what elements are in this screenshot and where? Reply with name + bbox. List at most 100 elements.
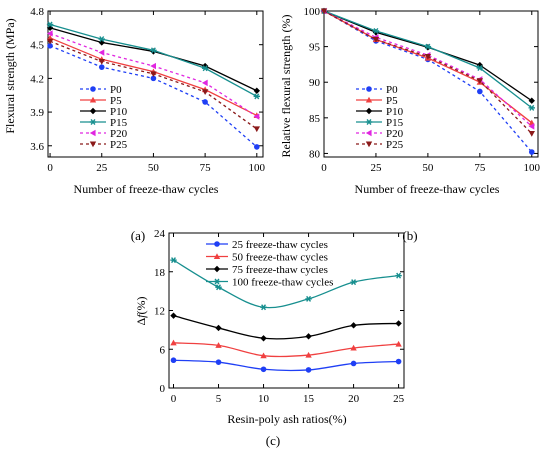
series-line-3 [173, 259, 399, 309]
data-point [528, 130, 535, 137]
star-marker-d2 [254, 93, 260, 100]
legend-label: P15 [386, 117, 404, 129]
data-point [350, 279, 357, 286]
legend-marker [89, 141, 97, 148]
data-point [350, 322, 357, 329]
x-axis-label: Number of freeze-thaw cycles [74, 182, 219, 196]
x-tick-label: 15 [303, 393, 315, 405]
data-point [395, 272, 402, 279]
data-point [424, 54, 432, 60]
data-point [201, 65, 209, 72]
data-point [215, 342, 222, 348]
series-line-0 [173, 359, 399, 372]
data-point [253, 144, 260, 150]
star-marker-d2 [366, 119, 372, 125]
legend-label: P0 [110, 84, 122, 96]
data-point [215, 284, 222, 291]
legend-label: P15 [110, 117, 128, 129]
data-point [201, 62, 209, 70]
plot-frame [47, 10, 264, 158]
series-line-2 [49, 27, 258, 92]
star-marker-d2 [90, 119, 96, 125]
data-point [372, 27, 380, 34]
data-point [424, 43, 432, 50]
y-tick-label: 4.5 [30, 40, 44, 52]
series-line-4 [323, 10, 533, 127]
star-marker-d2 [214, 278, 220, 285]
panel-label: (b) [402, 228, 417, 243]
star-marker-d2 [171, 257, 176, 264]
legend-marker [89, 107, 97, 115]
legend-label: P10 [110, 106, 128, 118]
data-point [98, 36, 105, 43]
x-tick-label: 10 [258, 393, 270, 405]
data-point [98, 49, 105, 56]
data-point [253, 113, 260, 120]
data-point [201, 79, 208, 87]
data-point [215, 324, 222, 332]
data-point [260, 304, 267, 311]
y-axis-label-unit: (%) [134, 296, 148, 314]
star-marker-d2 [425, 43, 431, 50]
legend-marker [365, 141, 373, 148]
data-point [170, 357, 177, 364]
data-point [528, 149, 535, 155]
star-marker-d2 [529, 104, 535, 111]
star-marker-d2 [216, 284, 222, 291]
legend-marker [89, 129, 96, 137]
data-point [253, 87, 260, 94]
legend-marker [213, 278, 221, 285]
data-point [260, 335, 267, 342]
legend-marker [365, 107, 373, 115]
x-axis-label: Resin-poly ash ratios(%) [227, 412, 346, 426]
legend-label: P10 [386, 106, 404, 118]
data-point [170, 339, 177, 346]
y-tick-label: 3.9 [30, 107, 44, 119]
panel-label: (a) [131, 228, 145, 243]
star-marker-d2 [99, 36, 105, 43]
y-axis-label: Flexural strength (MPa) [3, 18, 17, 133]
legend-marker [366, 86, 372, 92]
series-line-2 [173, 315, 399, 340]
star-marker-d2 [202, 65, 208, 72]
series-line-3 [49, 23, 258, 97]
x-tick-label: 25 [370, 162, 382, 174]
legend-marker [89, 96, 97, 103]
star-marker-d2 [477, 64, 483, 71]
y-axis-label: Δf(%) [134, 296, 148, 325]
data-point [170, 312, 177, 319]
data-point [150, 75, 157, 82]
x-axis-label: Number of freeze-thaw cycles [355, 182, 500, 196]
data-point [305, 333, 312, 340]
legend-label: 75 freeze-thaw cycles [232, 264, 328, 276]
legend-marker [90, 86, 96, 92]
y-tick-label: 90 [309, 77, 321, 89]
y-tick-label: 12 [154, 306, 165, 318]
x-tick-label: 0 [47, 162, 53, 174]
data-point [395, 358, 402, 365]
data-point [46, 38, 54, 45]
series-line-0 [323, 10, 533, 153]
data-point [170, 257, 177, 264]
data-point [215, 359, 222, 365]
data-point [528, 123, 535, 130]
x-tick-label: 25 [393, 393, 405, 405]
y-axis-label-main: Δ [134, 318, 148, 326]
y-tick-label: 100 [304, 6, 321, 18]
data-point [372, 36, 380, 43]
data-point [320, 8, 328, 15]
y-axis-label-symbol: f [134, 313, 148, 318]
legend-marker [213, 265, 221, 273]
legend-label: P25 [386, 139, 404, 151]
x-tick-label: 50 [422, 162, 434, 174]
x-tick-label: 100 [524, 162, 541, 174]
legend-marker [365, 96, 373, 103]
y-tick-label: 80 [309, 148, 321, 160]
data-point [305, 351, 312, 358]
legend-marker [213, 253, 221, 260]
data-point [47, 43, 53, 49]
y-tick-label: 24 [154, 228, 166, 240]
x-tick-label: 0 [321, 162, 327, 174]
y-tick-label: 0 [160, 383, 166, 395]
